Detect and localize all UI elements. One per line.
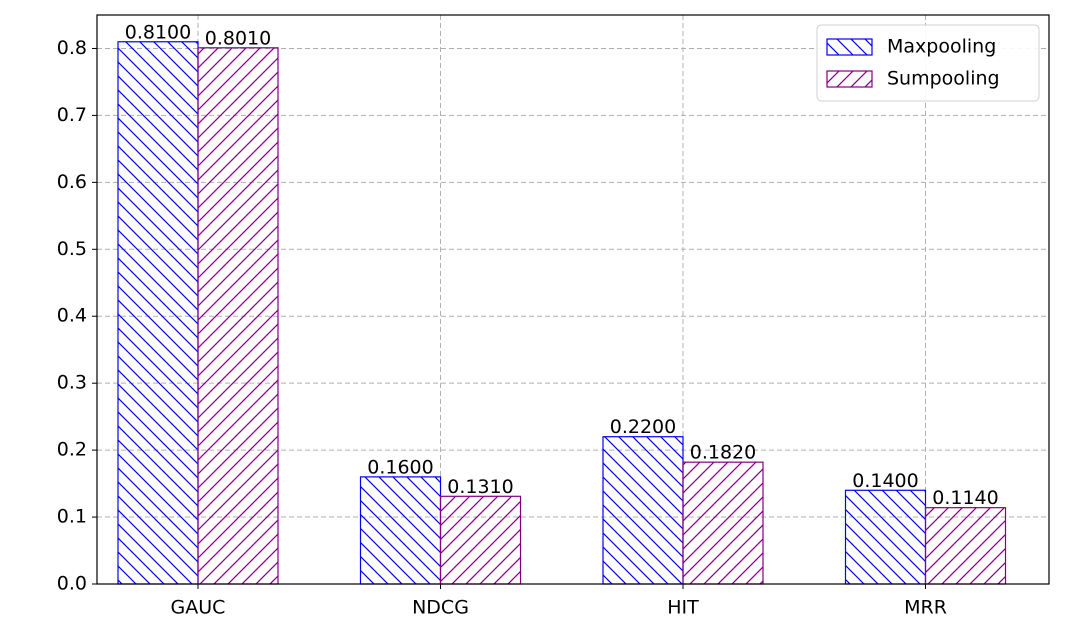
y-tick-label: 0.3 [57, 372, 87, 394]
bar [197, 47, 279, 585]
bar [117, 41, 199, 585]
bar [359, 476, 442, 585]
bar [844, 489, 927, 585]
y-tick-label: 0.5 [57, 238, 87, 260]
y-tick-label: 0.1 [57, 506, 87, 528]
x-tick-label: HIT [667, 597, 699, 619]
x-tick-label: NDCG [412, 597, 469, 619]
legend-label: Sumpooling [887, 68, 1000, 90]
y-tick-label: 0.4 [57, 305, 87, 327]
y-tick-label: 0.2 [57, 439, 87, 461]
legend-swatch [826, 70, 873, 88]
bar [602, 436, 684, 585]
y-tick-label: 0.6 [57, 171, 87, 193]
y-tick-label: 0.0 [57, 573, 87, 595]
value-label: 0.8010 [205, 27, 271, 49]
legend-swatch [826, 38, 873, 56]
value-label: 0.1400 [852, 470, 918, 492]
value-label: 0.2200 [610, 416, 676, 438]
plot-frame [96, 14, 1050, 585]
x-tick-label: GAUC [171, 597, 226, 619]
bar [439, 495, 522, 585]
value-label: 0.1310 [447, 476, 513, 498]
bar [924, 507, 1007, 585]
value-label: 0.1820 [690, 442, 756, 464]
value-label: 0.1600 [367, 456, 433, 478]
value-label: 0.1140 [932, 487, 998, 509]
x-tick-label: MRR [904, 597, 947, 619]
y-tick-label: 0.7 [57, 104, 87, 126]
bar [682, 461, 764, 585]
legend-label: Maxpooling [887, 36, 996, 58]
value-label: 0.8100 [125, 21, 191, 43]
y-tick-label: 0.8 [57, 37, 87, 59]
